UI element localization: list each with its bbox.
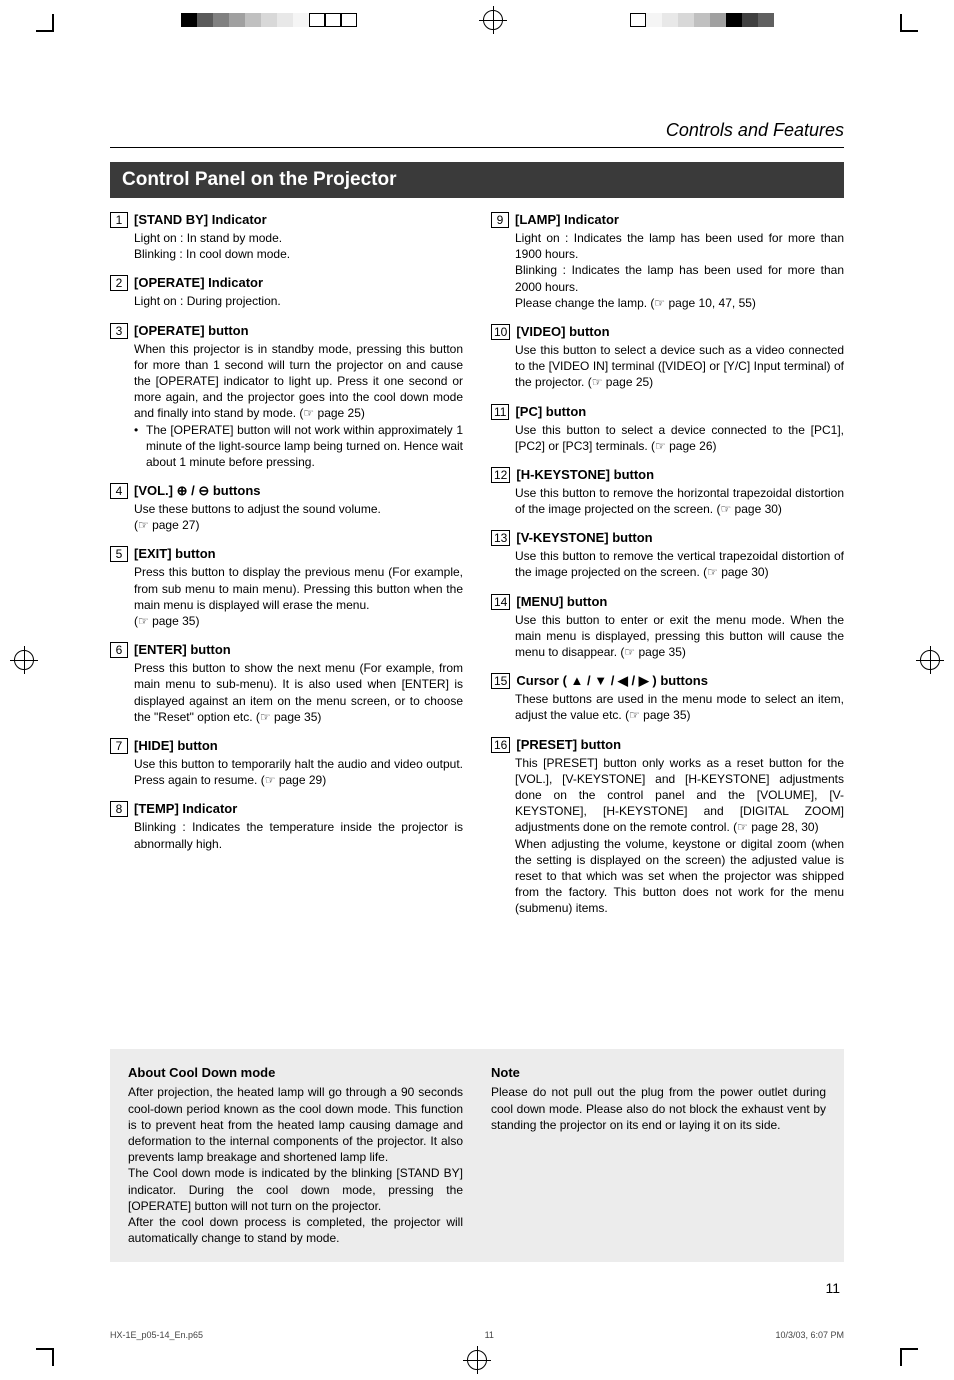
item-number: 1 <box>110 212 128 228</box>
item-number: 11 <box>491 404 509 420</box>
item-body: When this projector is in standby mode, … <box>134 341 463 422</box>
footer: HX-1E_p05-14_En.p65 11 10/3/03, 6:07 PM <box>0 1326 954 1340</box>
item-body: Blinking : Indicates the temperature ins… <box>134 819 463 851</box>
note-title: About Cool Down mode <box>128 1065 463 1080</box>
list-item: 16 [PRESET] button This [PRESET] button on… <box>491 737 844 917</box>
note-box: About Cool Down mode After projection, t… <box>110 1049 844 1262</box>
color-bar <box>181 13 357 27</box>
list-item: 8 [TEMP] Indicator Blinking : Indicates th… <box>110 801 463 851</box>
item-number: 4 <box>110 483 128 499</box>
crop-mark <box>30 8 54 32</box>
right-column: 9 [LAMP] Indicator Light on : Indicates th… <box>491 212 844 929</box>
item-title: [VOL.] ⊕ / ⊖ buttons <box>134 483 261 499</box>
color-bar <box>630 13 774 27</box>
list-item: 2 [OPERATE] Indicator Light on : During pr… <box>110 275 463 309</box>
page-title-bar: Control Panel on the Projector <box>110 162 844 198</box>
list-item: 6 [ENTER] button Press this button to show… <box>110 642 463 725</box>
item-body: Use this button to select a device such … <box>515 342 844 391</box>
item-body: Press this button to show the next menu … <box>134 660 463 725</box>
item-body: Light on : In stand by mode.Blinking : I… <box>134 230 463 262</box>
item-title: [PC] button <box>515 404 586 419</box>
item-body: Use these buttons to adjust the sound vo… <box>134 501 463 533</box>
item-number: 6 <box>110 642 128 658</box>
item-body: Use this button to enter or exit the men… <box>515 612 844 661</box>
list-item: 7 [HIDE] button Use this button to tempora… <box>110 738 463 788</box>
item-number: 15 <box>491 673 510 689</box>
registration-crosshair-icon <box>920 650 940 670</box>
registration-crosshair-icon <box>467 1350 487 1370</box>
list-item: 3 [OPERATE] button When this projector is … <box>110 323 463 471</box>
note-text: After projection, the heated lamp will g… <box>128 1084 463 1246</box>
list-item: 1 [STAND BY] Indicator Light on : In stand… <box>110 212 463 262</box>
item-number: 16 <box>491 737 510 753</box>
item-number: 13 <box>491 530 510 546</box>
item-title: [LAMP] Indicator <box>515 212 619 227</box>
item-body: Use this button to select a device conne… <box>515 422 844 454</box>
item-body: Use this button to remove the horizontal… <box>515 485 844 517</box>
item-title: [PRESET] button <box>516 737 621 752</box>
item-number: 3 <box>110 323 128 339</box>
note-right: Note Please do not pull out the plug fro… <box>491 1065 826 1246</box>
item-title: [HIDE] button <box>134 738 218 753</box>
item-number: 10 <box>491 324 510 340</box>
list-item: 12 [H-KEYSTONE] button Use this button to … <box>491 467 844 517</box>
list-item: 10 [VIDEO] button Use this button to selec… <box>491 324 844 391</box>
item-body: Use this button to remove the vertical t… <box>515 548 844 580</box>
item-body: This [PRESET] button only works as a res… <box>515 755 844 917</box>
item-bullet: The [OPERATE] button will not work withi… <box>146 422 463 471</box>
item-number: 14 <box>491 594 510 610</box>
registration-crosshair-icon <box>483 10 503 30</box>
page-number: 11 <box>110 1280 844 1296</box>
item-number: 12 <box>491 467 510 483</box>
item-title: [V-KEYSTONE] button <box>516 530 652 545</box>
list-item: 5 [EXIT] button Press this button to displ… <box>110 546 463 629</box>
registration-bottom <box>0 1340 954 1380</box>
page-content: Controls and Features Control Panel on t… <box>0 40 954 1326</box>
item-title: [MENU] button <box>516 594 607 609</box>
section-header: Controls and Features <box>110 120 844 148</box>
item-title: [OPERATE] Indicator <box>134 275 263 290</box>
list-item: 11 [PC] button Use this button to select a… <box>491 404 844 454</box>
item-title: [STAND BY] Indicator <box>134 212 267 227</box>
item-number: 2 <box>110 275 128 291</box>
item-body: These buttons are used in the menu mode … <box>515 691 844 723</box>
crop-mark <box>900 8 924 32</box>
registration-crosshair-icon <box>14 650 34 670</box>
crop-mark <box>900 1348 924 1372</box>
item-number: 9 <box>491 212 509 228</box>
left-column: 1 [STAND BY] Indicator Light on : In stand… <box>110 212 463 929</box>
list-item: 15 Cursor ( ▲ / ▼ / ◀ / ▶ ) buttons These … <box>491 673 844 723</box>
content-columns: 1 [STAND BY] Indicator Light on : In stand… <box>110 212 844 929</box>
list-item: 9 [LAMP] Indicator Light on : Indicates th… <box>491 212 844 311</box>
registration-top <box>0 0 954 40</box>
item-title: [H-KEYSTONE] button <box>516 467 654 482</box>
item-body: Light on : During projection. <box>134 293 463 309</box>
item-title: [ENTER] button <box>134 642 231 657</box>
footer-page: 11 <box>485 1330 494 1340</box>
item-number: 7 <box>110 738 128 754</box>
item-number: 5 <box>110 546 128 562</box>
note-title: Note <box>491 1065 826 1080</box>
note-text: Please do not pull out the plug from the… <box>491 1084 826 1133</box>
item-body: Use this button to temporarily halt the … <box>134 756 463 788</box>
footer-date: 10/3/03, 6:07 PM <box>775 1330 844 1340</box>
item-title: [OPERATE] button <box>134 323 249 338</box>
item-title: Cursor ( ▲ / ▼ / ◀ / ▶ ) buttons <box>516 673 708 689</box>
item-number: 8 <box>110 801 128 817</box>
item-title: [VIDEO] button <box>516 324 609 339</box>
item-body: Light on : Indicates the lamp has been u… <box>515 230 844 311</box>
list-item: 13 [V-KEYSTONE] button Use this button to … <box>491 530 844 580</box>
list-item: 14 [MENU] button Use this button to enter … <box>491 594 844 661</box>
item-title: [TEMP] Indicator <box>134 801 237 816</box>
crop-mark <box>30 1348 54 1372</box>
item-title: [EXIT] button <box>134 546 216 561</box>
footer-file: HX-1E_p05-14_En.p65 <box>110 1330 203 1340</box>
list-item: 4 [VOL.] ⊕ / ⊖ buttons Use these buttons t… <box>110 483 463 533</box>
note-left: About Cool Down mode After projection, t… <box>128 1065 463 1246</box>
item-body: Press this button to display the previou… <box>134 564 463 629</box>
